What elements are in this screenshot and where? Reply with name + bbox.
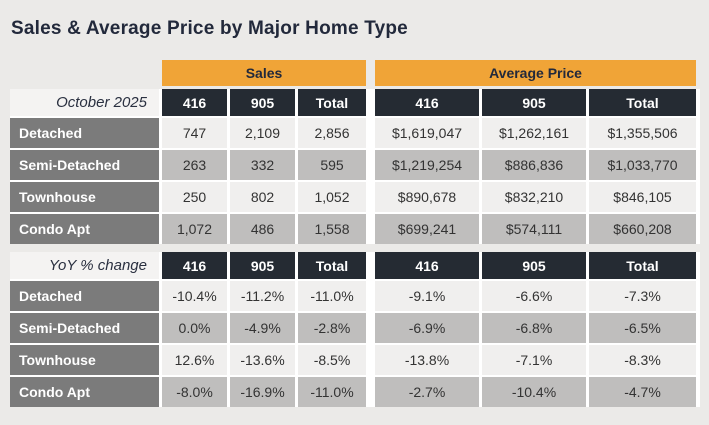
cell: 2,856 bbox=[298, 118, 366, 148]
col-gap bbox=[369, 281, 372, 311]
cell: -6.6% bbox=[482, 281, 586, 311]
cell: 332 bbox=[230, 150, 295, 180]
col-header-sales-905: 905 bbox=[230, 89, 295, 116]
col-header-price-905: 905 bbox=[482, 89, 586, 116]
row-label-semi-detached: Semi-Detached bbox=[10, 150, 159, 180]
col-header-sales-416: 416 bbox=[162, 89, 227, 116]
cell: -2.8% bbox=[298, 313, 366, 343]
cell: -16.9% bbox=[230, 377, 295, 407]
band-left-gap bbox=[10, 60, 159, 86]
cell: $886,836 bbox=[482, 150, 586, 180]
cell: -6.5% bbox=[589, 313, 696, 343]
cell: $1,355,506 bbox=[589, 118, 696, 148]
page-title: Sales & Average Price by Major Home Type bbox=[11, 18, 408, 39]
cell: 250 bbox=[162, 182, 227, 212]
col-gap bbox=[369, 182, 372, 212]
row-label-townhouse: Townhouse bbox=[10, 182, 159, 212]
col-header-sales-905: 905 bbox=[230, 252, 295, 279]
cell: $660,208 bbox=[589, 214, 696, 244]
cell: 0.0% bbox=[162, 313, 227, 343]
cell: -7.3% bbox=[589, 281, 696, 311]
col-gap bbox=[369, 252, 372, 279]
cell: $1,033,770 bbox=[589, 150, 696, 180]
group-header-sales: Sales bbox=[162, 60, 366, 86]
cell: $699,241 bbox=[375, 214, 479, 244]
section-label-october-2025: October 2025 bbox=[10, 89, 159, 116]
cell: -13.8% bbox=[375, 345, 479, 375]
cell: $832,210 bbox=[482, 182, 586, 212]
row-label-detached: Detached bbox=[10, 118, 159, 148]
cell: $890,678 bbox=[375, 182, 479, 212]
col-header-sales-total: Total bbox=[298, 252, 366, 279]
row-label-semi-detached: Semi-Detached bbox=[10, 313, 159, 343]
cell: -8.3% bbox=[589, 345, 696, 375]
col-gap bbox=[369, 118, 372, 148]
row-label-townhouse: Townhouse bbox=[10, 345, 159, 375]
cell: $846,105 bbox=[589, 182, 696, 212]
col-gap bbox=[369, 345, 372, 375]
col-gap bbox=[369, 214, 372, 244]
column-group-band: Sales Average Price bbox=[10, 60, 700, 86]
cell: 263 bbox=[162, 150, 227, 180]
section-label-yoy-change: YoY % change bbox=[10, 252, 159, 279]
cell: -7.1% bbox=[482, 345, 586, 375]
cell: -8.5% bbox=[298, 345, 366, 375]
report-page: Sales & Average Price by Major Home Type… bbox=[10, 18, 700, 407]
cell: -6.8% bbox=[482, 313, 586, 343]
cell: -10.4% bbox=[162, 281, 227, 311]
cell: $1,219,254 bbox=[375, 150, 479, 180]
cell: -11.2% bbox=[230, 281, 295, 311]
col-header-sales-total: Total bbox=[298, 89, 366, 116]
cell: -11.0% bbox=[298, 377, 366, 407]
cell: -13.6% bbox=[230, 345, 295, 375]
col-gap bbox=[369, 89, 372, 116]
cell: $1,262,161 bbox=[482, 118, 586, 148]
cell: 595 bbox=[298, 150, 366, 180]
col-gap bbox=[369, 150, 372, 180]
cell: -10.4% bbox=[482, 377, 586, 407]
col-header-price-total: Total bbox=[589, 252, 696, 279]
col-header-price-905: 905 bbox=[482, 252, 586, 279]
table-section-october: October 2025 416 905 Total 416 905 Total… bbox=[10, 89, 700, 244]
col-header-sales-416: 416 bbox=[162, 252, 227, 279]
cell: 747 bbox=[162, 118, 227, 148]
cell: -2.7% bbox=[375, 377, 479, 407]
col-gap bbox=[369, 313, 372, 343]
cell: $574,111 bbox=[482, 214, 586, 244]
cell: 802 bbox=[230, 182, 295, 212]
row-label-condo-apt: Condo Apt bbox=[10, 377, 159, 407]
cell: -6.9% bbox=[375, 313, 479, 343]
table-section-yoy: YoY % change 416 905 Total 416 905 Total… bbox=[10, 252, 700, 407]
col-gap bbox=[369, 377, 372, 407]
cell: 486 bbox=[230, 214, 295, 244]
row-label-condo-apt: Condo Apt bbox=[10, 214, 159, 244]
cell: $1,619,047 bbox=[375, 118, 479, 148]
cell: 12.6% bbox=[162, 345, 227, 375]
cell: -11.0% bbox=[298, 281, 366, 311]
col-header-price-416: 416 bbox=[375, 89, 479, 116]
cell: -8.0% bbox=[162, 377, 227, 407]
cell: 1,052 bbox=[298, 182, 366, 212]
cell: 2,109 bbox=[230, 118, 295, 148]
row-label-detached: Detached bbox=[10, 281, 159, 311]
band-mid-gap bbox=[369, 60, 372, 86]
cell: 1,558 bbox=[298, 214, 366, 244]
cell: -4.9% bbox=[230, 313, 295, 343]
col-header-price-416: 416 bbox=[375, 252, 479, 279]
cell: 1,072 bbox=[162, 214, 227, 244]
cell: -9.1% bbox=[375, 281, 479, 311]
group-header-average-price: Average Price bbox=[375, 60, 696, 86]
cell: -4.7% bbox=[589, 377, 696, 407]
col-header-price-total: Total bbox=[589, 89, 696, 116]
